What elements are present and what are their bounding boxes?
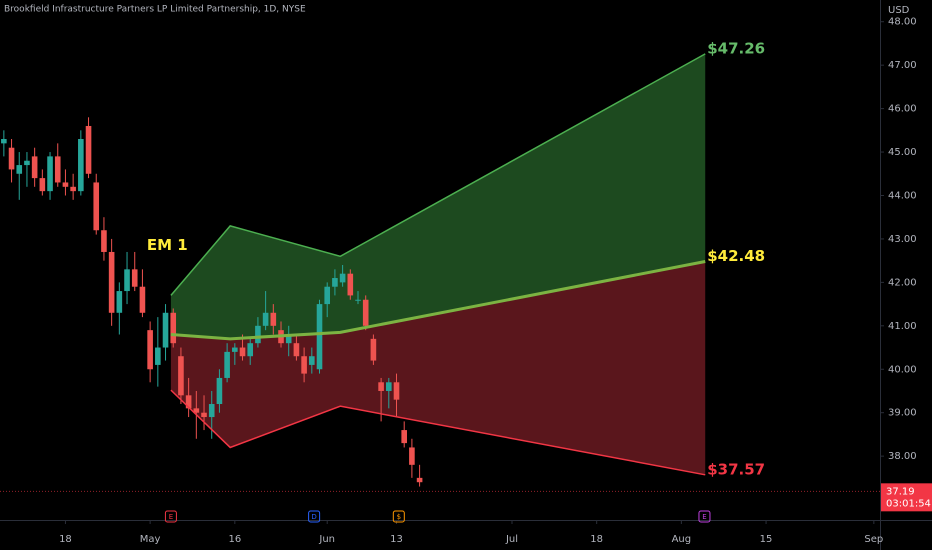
candle-body [332, 278, 338, 287]
x-tick-label: 18 [590, 534, 603, 545]
candle-body [70, 186, 76, 192]
y-tick-label: 46.00 [888, 104, 917, 115]
candle-body [362, 299, 369, 326]
candle-body [208, 404, 215, 418]
last-price-box [881, 483, 932, 512]
x-tick-label: Aug [672, 534, 692, 545]
candle-body [301, 356, 307, 374]
candle-body [262, 312, 269, 326]
candle-body [170, 312, 177, 344]
band-end-label: $42.48 [707, 247, 765, 265]
band-end-label: $37.57 [707, 460, 765, 478]
candle-body [139, 286, 146, 313]
candle-body [1, 139, 7, 144]
candle-body [309, 356, 315, 365]
y-tick-label: 39.00 [888, 408, 917, 419]
candle-body [355, 299, 361, 301]
x-tick-label: 15 [760, 534, 773, 545]
x-tick-label: 13 [390, 534, 403, 545]
candle-body [47, 156, 53, 192]
band-line [170, 260, 706, 341]
candle-body [162, 312, 169, 348]
event-label: D [311, 513, 316, 521]
countdown-label: 03:01:54 [886, 498, 931, 509]
x-tick-label: 16 [228, 534, 241, 545]
candle-body [370, 338, 377, 361]
event-label: $ [397, 513, 401, 521]
candle-body [155, 347, 161, 365]
candle-body [393, 382, 400, 400]
y-tick-label: 41.00 [888, 321, 917, 332]
event-marker [392, 510, 405, 523]
candle-body [255, 325, 261, 344]
x-tick-label: 18 [59, 534, 72, 545]
candle-body [285, 334, 292, 344]
currency-label: USD [888, 5, 910, 16]
candle-body [116, 291, 123, 313]
event-marker [698, 510, 711, 523]
candle-body [131, 269, 138, 287]
candle-body [378, 382, 384, 391]
candle-body [409, 447, 415, 465]
y-tick-label: 44.00 [888, 190, 917, 201]
band-line [170, 53, 706, 296]
y-tick-label: 43.00 [888, 234, 917, 245]
candle-body [108, 251, 115, 313]
last-price-label: 37.19 [886, 486, 915, 497]
band-end-label: $47.26 [707, 39, 765, 57]
lower-fill [170, 261, 706, 475]
candle-body [293, 343, 300, 357]
y-tick-label: 42.00 [888, 277, 917, 288]
candle-body [85, 125, 92, 174]
candle-body [39, 178, 46, 192]
candle-body [16, 165, 23, 174]
candle-body [124, 269, 130, 292]
candle-body [224, 351, 230, 378]
x-tick-label: Jun [318, 534, 335, 545]
candle-body [185, 395, 192, 409]
candle-body [401, 430, 407, 444]
candle-body [416, 477, 423, 483]
candle-body [239, 347, 246, 357]
candle-body [101, 230, 107, 252]
candle-body [24, 160, 30, 166]
y-tick-label: 45.00 [888, 147, 917, 158]
candle-body [232, 347, 238, 352]
candle-body [54, 156, 61, 183]
y-tick-label: 38.00 [888, 451, 917, 462]
candle-body [347, 273, 354, 296]
chart-title: Brookfield Infrastructure Partners LP Li… [4, 5, 306, 15]
candle-body [147, 330, 153, 370]
candle-body [339, 273, 346, 283]
y-tick-label: 48.00 [888, 17, 917, 28]
x-tick-label: Sep [864, 534, 883, 545]
x-tick-label: May [140, 534, 161, 545]
event-label: E [702, 513, 706, 521]
event-marker [164, 510, 177, 523]
y-tick-label: 40.00 [888, 364, 917, 375]
candle-body [178, 356, 184, 396]
candle-body [270, 312, 277, 326]
expected-move-label: EM 1 [147, 236, 188, 254]
x-tick-label: Jul [505, 534, 518, 545]
y-tick-label: 47.00 [888, 60, 917, 71]
event-marker [308, 510, 321, 523]
candle-body [193, 408, 200, 413]
candle-body [247, 343, 254, 357]
candle-body [386, 382, 392, 391]
candle-body [78, 139, 84, 192]
candle-body [8, 147, 15, 170]
candle-body [324, 286, 331, 305]
candle-body [201, 412, 207, 418]
candle-body [62, 182, 69, 187]
candle-body [93, 182, 100, 231]
band-line [170, 389, 706, 476]
candle-body [216, 377, 223, 405]
candle-body [316, 304, 323, 370]
upper-fill [170, 53, 706, 339]
candle-body [31, 156, 38, 179]
event-label: E [169, 513, 173, 521]
